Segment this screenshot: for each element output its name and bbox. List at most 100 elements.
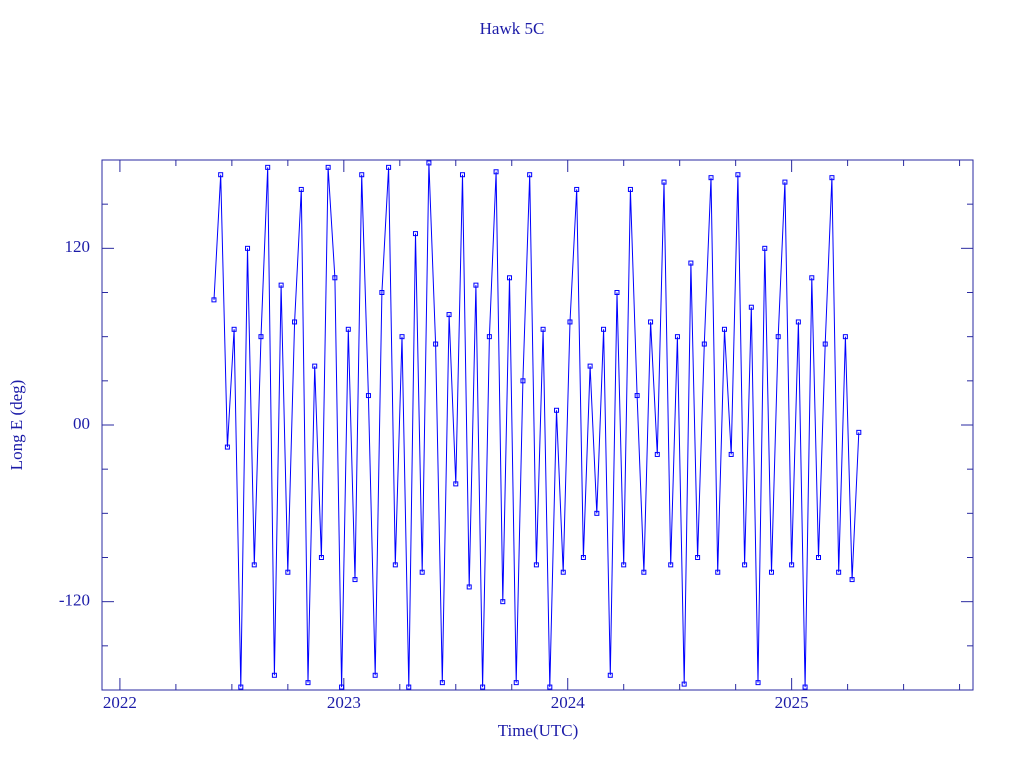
data-point — [446, 312, 452, 318]
data-point — [486, 334, 492, 340]
data-point — [238, 684, 244, 690]
data-point — [527, 172, 533, 178]
data-point — [258, 334, 264, 340]
data-point — [634, 393, 640, 399]
data-point — [849, 577, 855, 583]
data-point — [836, 569, 842, 575]
data-point — [251, 562, 257, 568]
data-point — [278, 282, 284, 288]
x-tick-label: 2022 — [103, 693, 137, 712]
data-point — [412, 231, 418, 237]
data-point — [419, 569, 425, 575]
data-point — [305, 680, 311, 686]
data-point — [372, 672, 378, 678]
data-point — [742, 562, 748, 568]
data-point — [359, 172, 365, 178]
data-point — [507, 275, 513, 281]
data-point — [298, 186, 304, 192]
data-point — [271, 672, 277, 678]
data-point — [856, 429, 862, 435]
x-tick-label: 2025 — [775, 693, 809, 712]
data-point — [224, 444, 230, 450]
data-point — [661, 179, 667, 185]
data-point — [715, 569, 721, 575]
data-point — [406, 684, 412, 690]
data-point — [816, 555, 822, 560]
data-point — [708, 175, 714, 181]
data-point — [520, 378, 526, 384]
data-point — [795, 319, 801, 325]
data-point — [439, 680, 445, 686]
data-point — [473, 282, 479, 288]
data-point — [567, 319, 573, 325]
data-point — [614, 290, 620, 295]
data-point — [345, 326, 351, 332]
data-point — [728, 451, 734, 457]
data-point — [735, 172, 741, 178]
x-tick-label: 2024 — [551, 693, 586, 712]
data-point — [231, 326, 237, 332]
data-point — [292, 319, 298, 325]
data-point — [587, 363, 593, 369]
data-point — [802, 684, 808, 690]
data-point — [688, 260, 694, 266]
data-point — [822, 341, 828, 347]
data-point — [574, 186, 580, 192]
data-point — [245, 245, 251, 251]
data-point — [332, 275, 338, 281]
x-axis-label: Time(UTC) — [498, 721, 579, 740]
data-point — [399, 334, 405, 340]
data-point — [339, 684, 345, 690]
chart-title: Hawk 5C — [480, 19, 545, 38]
y-tick-label: 00 — [73, 414, 90, 433]
data-point — [365, 393, 371, 399]
data-point — [433, 341, 439, 347]
y-tick-label: -120 — [59, 591, 90, 610]
data-point — [681, 681, 687, 687]
data-point — [782, 179, 788, 185]
data-point — [654, 451, 660, 457]
data-point — [648, 319, 654, 325]
data-line — [213, 162, 860, 688]
data-point — [352, 577, 358, 583]
data-point — [211, 297, 217, 303]
data-point — [547, 684, 553, 690]
data-point — [789, 562, 795, 568]
data-point — [641, 569, 647, 575]
data-point — [775, 334, 781, 340]
data-point — [513, 680, 519, 686]
plot-frame — [101, 159, 974, 691]
data-point — [701, 341, 707, 347]
data-point — [265, 164, 271, 170]
data-point — [493, 169, 499, 175]
data-point — [554, 407, 560, 413]
data-point — [540, 326, 546, 332]
data-point — [392, 562, 398, 568]
data-point — [809, 275, 815, 281]
data-point — [594, 510, 600, 516]
data-point — [560, 569, 566, 575]
data-point — [318, 555, 324, 560]
data-point — [453, 481, 459, 487]
data-point — [601, 326, 607, 332]
data-point — [721, 326, 727, 332]
data-point — [621, 562, 627, 568]
data-point — [500, 599, 506, 605]
data-point — [842, 334, 848, 340]
x-tick-label: 2023 — [327, 693, 361, 712]
data-point — [607, 672, 613, 678]
data-point — [533, 562, 539, 568]
data-point — [285, 569, 291, 575]
data-point — [829, 175, 835, 181]
data-point — [748, 304, 754, 310]
data-point — [386, 164, 392, 170]
data-point — [426, 160, 432, 166]
data-point — [480, 684, 486, 690]
data-point — [325, 164, 331, 170]
data-point — [459, 172, 465, 178]
data-point — [627, 186, 633, 192]
data-point — [218, 172, 224, 178]
data-point — [312, 363, 318, 369]
data-point — [379, 290, 385, 295]
y-axis-label: Long E (deg) — [7, 380, 26, 471]
